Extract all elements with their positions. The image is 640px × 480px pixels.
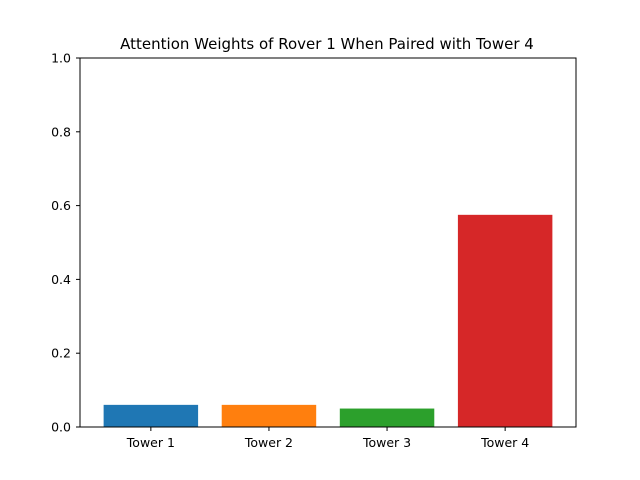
x-tick-label: Tower 1 xyxy=(126,435,175,450)
x-tick-label: Tower 4 xyxy=(480,435,529,450)
bar-4 xyxy=(457,214,553,427)
y-tick-label: 0.2 xyxy=(51,346,71,361)
x-tick-label: Tower 3 xyxy=(362,435,411,450)
bar-2 xyxy=(221,404,317,427)
y-tick-label: 0.0 xyxy=(51,420,71,435)
y-tick-label: 0.4 xyxy=(51,272,71,287)
chart-title: Attention Weights of Rover 1 When Paired… xyxy=(120,35,534,53)
axes-frame xyxy=(79,57,577,428)
y-tick-label: 0.8 xyxy=(51,124,71,139)
y-tick-label: 0.6 xyxy=(51,198,71,213)
bar-3 xyxy=(339,408,435,427)
x-tick-label: Tower 2 xyxy=(244,435,293,450)
bar-1 xyxy=(103,404,199,427)
plot-area: 0.0 0.2 0.4 0.6 0.8 1.0 Tower 1 Tower 2 Tower 3 T… xyxy=(51,51,577,450)
y-tick-label: 1.0 xyxy=(51,51,71,66)
